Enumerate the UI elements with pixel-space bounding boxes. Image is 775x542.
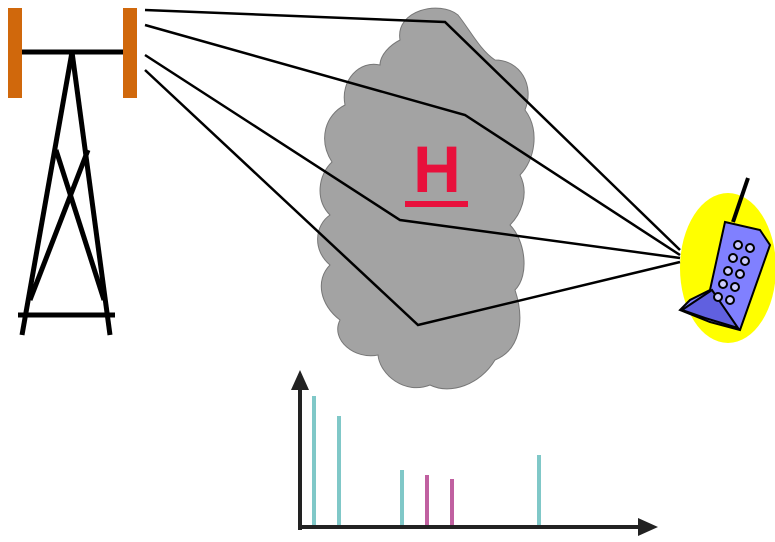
impulse-response	[291, 370, 658, 536]
label-underline	[405, 201, 468, 207]
multipath-diagram: H	[0, 0, 775, 542]
antenna-left	[8, 8, 22, 98]
antenna-right	[123, 8, 137, 98]
tower	[18, 52, 123, 335]
channel-label: H	[413, 132, 461, 206]
